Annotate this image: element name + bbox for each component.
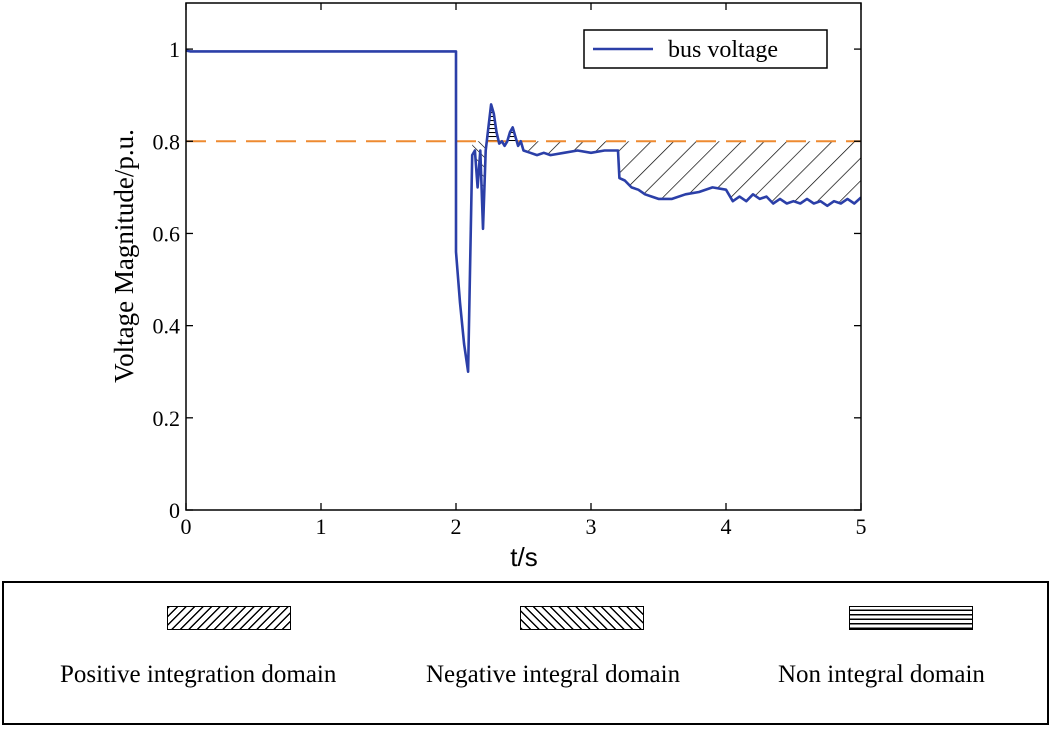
x-axis-label: t/s bbox=[510, 542, 537, 572]
x-axis-ticks: 0 1 2 3 4 5 bbox=[181, 3, 867, 539]
legend: bus voltage bbox=[583, 29, 828, 69]
legend-box bbox=[583, 29, 828, 69]
y-tick-label: 0.8 bbox=[153, 129, 181, 154]
integration-domains bbox=[472, 104, 861, 229]
non-domain-swatch bbox=[849, 606, 973, 630]
non-domain-label: Non integral domain bbox=[778, 661, 985, 688]
negative-domain-label: Negative integral domain bbox=[426, 661, 681, 688]
y-tick-label: 0 bbox=[169, 498, 180, 523]
x-tick-label: 3 bbox=[586, 514, 597, 539]
positive-domain-swatch bbox=[167, 606, 291, 630]
voltage-chart: 0 1 2 3 4 5 0 0.2 0.4 0.6 0.8 1 t/s Voltage Magnit… bbox=[109, 2, 867, 572]
y-tick-label: 0.6 bbox=[153, 221, 181, 246]
y-tick-label: 0.2 bbox=[153, 406, 181, 431]
non-integral-domain-fill-2 bbox=[504, 127, 519, 146]
hatch-key-panel: Positive integration domain Negative int… bbox=[2, 581, 1049, 725]
plot-frame bbox=[185, 2, 862, 511]
non-integral-domain-fill bbox=[485, 104, 500, 151]
negative-domain-swatch bbox=[520, 606, 644, 630]
positive-domain-fill bbox=[518, 141, 861, 206]
x-tick-label: 5 bbox=[856, 514, 867, 539]
x-tick-label: 0 bbox=[181, 514, 192, 539]
positive-domain-label: Positive integration domain bbox=[60, 661, 337, 688]
x-tick-label: 4 bbox=[721, 514, 732, 539]
y-axis-label: Voltage Magnitude/p.u. bbox=[109, 129, 139, 383]
y-axis-ticks: 0 0.2 0.4 0.6 0.8 1 bbox=[153, 37, 861, 523]
y-tick-label: 0.4 bbox=[153, 314, 181, 339]
y-tick-label: 1 bbox=[169, 37, 180, 62]
legend-label: bus voltage bbox=[668, 37, 778, 63]
x-tick-label: 2 bbox=[451, 514, 462, 539]
x-tick-label: 1 bbox=[316, 514, 327, 539]
bus-voltage-line bbox=[186, 49, 861, 373]
